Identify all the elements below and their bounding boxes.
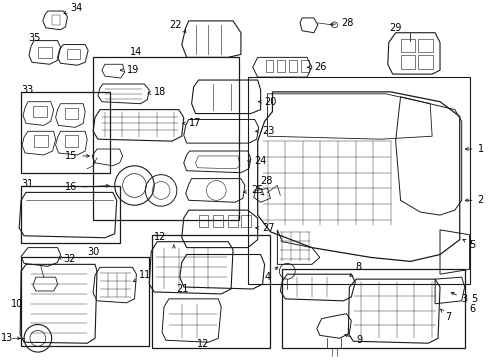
- Text: 35: 35: [28, 33, 40, 42]
- Text: 5: 5: [471, 294, 478, 304]
- Bar: [152, 235, 270, 348]
- Text: 4: 4: [265, 267, 278, 282]
- Text: 16: 16: [65, 183, 109, 193]
- Bar: [401, 55, 416, 69]
- Text: 23: 23: [256, 126, 275, 136]
- Text: 17: 17: [183, 118, 201, 129]
- Text: 26: 26: [308, 62, 326, 72]
- Text: 10: 10: [11, 299, 24, 309]
- Text: 20: 20: [259, 97, 277, 107]
- Bar: [418, 55, 433, 69]
- Text: 27: 27: [256, 223, 275, 233]
- Bar: [401, 39, 416, 53]
- Bar: [418, 39, 433, 53]
- Bar: [241, 215, 251, 227]
- Text: 32: 32: [58, 255, 76, 265]
- Text: 11: 11: [133, 270, 151, 282]
- Text: 6: 6: [469, 304, 476, 314]
- Text: 3: 3: [451, 292, 468, 304]
- Text: 13: 13: [1, 333, 21, 343]
- Bar: [213, 215, 223, 227]
- Bar: [34, 135, 48, 147]
- Bar: [21, 257, 149, 346]
- Bar: [248, 77, 469, 284]
- Text: 9: 9: [345, 334, 363, 345]
- Text: 24: 24: [248, 156, 267, 166]
- Text: 1: 1: [466, 144, 484, 154]
- Bar: [66, 108, 78, 120]
- Text: 5: 5: [463, 239, 476, 249]
- Bar: [266, 60, 273, 72]
- Text: 22: 22: [169, 20, 186, 32]
- Text: 21: 21: [176, 284, 188, 294]
- Text: 19: 19: [121, 65, 139, 75]
- Text: 28: 28: [330, 18, 354, 28]
- Text: 34: 34: [64, 3, 83, 14]
- Text: 7: 7: [440, 309, 451, 321]
- Bar: [93, 57, 239, 220]
- Bar: [38, 46, 51, 58]
- Text: 12: 12: [154, 232, 167, 242]
- Bar: [21, 92, 110, 173]
- Bar: [21, 185, 120, 243]
- Bar: [33, 106, 47, 117]
- Text: 12: 12: [196, 339, 209, 349]
- Bar: [51, 15, 60, 25]
- Text: 29: 29: [389, 23, 401, 33]
- Bar: [282, 269, 465, 348]
- Bar: [289, 60, 297, 72]
- Text: 8: 8: [350, 262, 361, 276]
- Bar: [228, 215, 238, 227]
- Bar: [198, 215, 208, 227]
- Bar: [68, 49, 80, 59]
- Text: 18: 18: [148, 87, 167, 97]
- Text: 31: 31: [21, 179, 33, 189]
- Text: 25: 25: [244, 185, 263, 195]
- Text: 33: 33: [21, 85, 33, 95]
- Text: 2: 2: [466, 195, 484, 205]
- Text: 30: 30: [87, 247, 99, 257]
- Text: 15: 15: [65, 151, 89, 161]
- Bar: [66, 135, 78, 147]
- Bar: [301, 60, 309, 72]
- Bar: [277, 60, 285, 72]
- Text: 14: 14: [129, 48, 142, 58]
- Text: 28: 28: [261, 176, 273, 185]
